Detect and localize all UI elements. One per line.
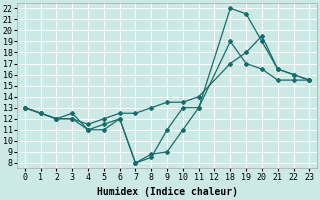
X-axis label: Humidex (Indice chaleur): Humidex (Indice chaleur) bbox=[97, 187, 237, 197]
